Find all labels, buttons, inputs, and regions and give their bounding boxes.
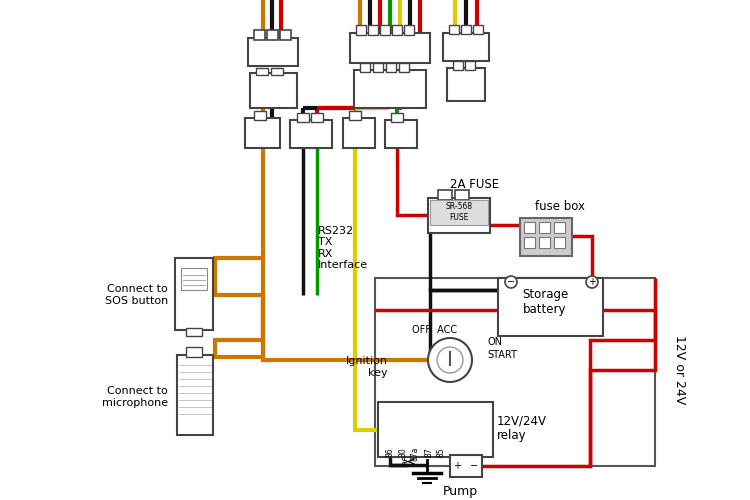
- Bar: [256, 68, 268, 75]
- Bar: [498, 278, 603, 336]
- Bar: [368, 25, 378, 35]
- Bar: [297, 113, 309, 122]
- Text: Connect to
SOS button: Connect to SOS button: [105, 284, 168, 306]
- Bar: [391, 113, 403, 122]
- Text: Ignition
key: Ignition key: [346, 356, 388, 378]
- Bar: [373, 63, 383, 72]
- Bar: [554, 237, 565, 248]
- Circle shape: [437, 347, 463, 373]
- Text: 12V/24V
relay: 12V/24V relay: [497, 414, 547, 442]
- Bar: [447, 68, 485, 101]
- Bar: [443, 33, 489, 61]
- Circle shape: [428, 338, 472, 382]
- Text: 87: 87: [424, 447, 433, 456]
- Bar: [360, 63, 370, 72]
- Bar: [438, 190, 452, 200]
- Text: Pump: Pump: [442, 486, 478, 498]
- Bar: [450, 455, 482, 477]
- Bar: [186, 347, 202, 357]
- Bar: [250, 73, 297, 108]
- Text: OFF  ACC: OFF ACC: [413, 325, 458, 335]
- Bar: [449, 25, 459, 34]
- Bar: [453, 61, 463, 70]
- Bar: [455, 190, 469, 200]
- Text: RS232
TX
RX
Interface: RS232 TX RX Interface: [318, 226, 368, 270]
- Bar: [375, 278, 655, 466]
- Bar: [465, 61, 475, 70]
- Bar: [186, 328, 202, 336]
- Bar: [385, 120, 417, 148]
- Bar: [404, 25, 414, 35]
- Text: START: START: [487, 350, 517, 360]
- Bar: [271, 68, 283, 75]
- Bar: [354, 70, 426, 108]
- Bar: [248, 38, 298, 66]
- Bar: [349, 111, 361, 120]
- Bar: [175, 258, 213, 330]
- Bar: [181, 268, 207, 290]
- Text: +: +: [453, 461, 461, 471]
- Bar: [539, 222, 550, 233]
- Bar: [520, 218, 572, 256]
- Bar: [267, 30, 278, 40]
- Bar: [399, 63, 409, 72]
- Text: 2A FUSE: 2A FUSE: [450, 178, 500, 192]
- Bar: [554, 222, 565, 233]
- Bar: [380, 25, 390, 35]
- Bar: [378, 402, 493, 457]
- Bar: [290, 120, 332, 148]
- Text: 12V or 24V: 12V or 24V: [674, 336, 686, 404]
- Bar: [254, 111, 266, 120]
- Bar: [343, 118, 375, 148]
- Bar: [177, 355, 213, 435]
- Text: −: −: [470, 461, 478, 471]
- Text: Storage
battery: Storage battery: [522, 288, 568, 316]
- Bar: [311, 113, 323, 122]
- Bar: [356, 25, 366, 35]
- Text: +: +: [588, 277, 596, 287]
- Circle shape: [586, 276, 598, 288]
- Text: −: −: [507, 277, 515, 287]
- Bar: [254, 30, 265, 40]
- Text: 87a: 87a: [410, 447, 419, 462]
- Text: fuse box: fuse box: [535, 200, 585, 213]
- Bar: [428, 198, 490, 233]
- Bar: [524, 222, 535, 233]
- Text: 85: 85: [436, 447, 445, 456]
- Circle shape: [505, 276, 517, 288]
- Bar: [430, 200, 488, 225]
- Bar: [280, 30, 291, 40]
- Bar: [473, 25, 483, 34]
- Bar: [524, 237, 535, 248]
- Bar: [350, 33, 430, 63]
- Text: 30: 30: [398, 447, 407, 457]
- Bar: [386, 63, 396, 72]
- Text: 86: 86: [386, 447, 394, 456]
- Text: Connect to
microphone: Connect to microphone: [102, 386, 168, 408]
- Bar: [392, 25, 402, 35]
- Text: ON: ON: [487, 337, 502, 347]
- Text: ✂: ✂: [400, 454, 416, 472]
- Bar: [461, 25, 471, 34]
- Text: SR-568
FUSE: SR-568 FUSE: [446, 202, 472, 222]
- Bar: [245, 118, 280, 148]
- Bar: [539, 237, 550, 248]
